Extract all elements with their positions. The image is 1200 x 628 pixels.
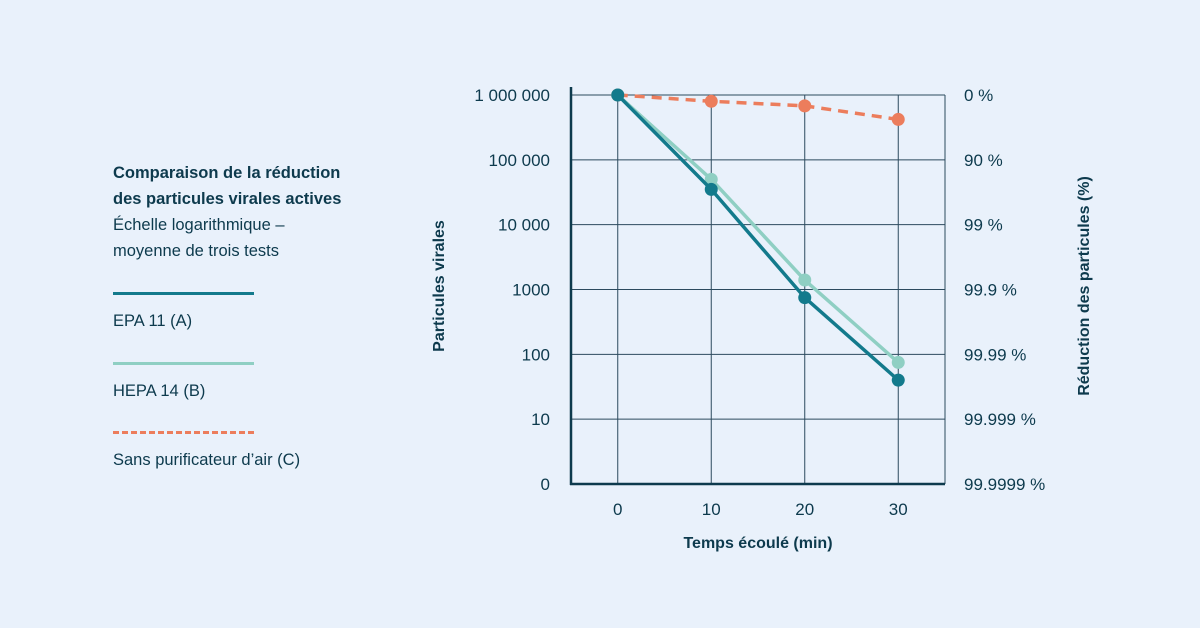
series-line-0 xyxy=(616,93,900,382)
legend-label-epa11: EPA 11 (A) xyxy=(113,312,193,330)
legend-swatch-epa11 xyxy=(113,292,254,295)
y-axis-title: Particules virales xyxy=(431,220,448,352)
y-right-axis-title: Réduction des particules (%) xyxy=(1076,176,1093,396)
legend-title-line1: Comparaison de la réduction xyxy=(113,164,341,182)
data-point-0 xyxy=(891,373,905,387)
legend-label-no-purifier: Sans purificateur d’air (C) xyxy=(113,451,301,469)
y-right-tick-label: 99.9 % xyxy=(964,281,1017,300)
y-right-tick-label: 99 % xyxy=(964,216,1003,235)
y-right-tick-label: 99.999 % xyxy=(964,410,1036,429)
y-right-tick-label: 99.9999 % xyxy=(964,475,1045,494)
series-line-1 xyxy=(616,93,900,365)
legend-item-hepa14: HEPA 14 (B) xyxy=(113,362,254,401)
data-point-1 xyxy=(798,273,812,287)
axes xyxy=(569,87,945,486)
legend-swatch-no-purifier xyxy=(113,431,254,434)
x-tick-label: 0 xyxy=(613,500,622,519)
grid xyxy=(571,94,946,484)
data-point-2 xyxy=(891,112,905,126)
y-right-tick-label: 90 % xyxy=(964,151,1003,170)
y-tick-label: 0 xyxy=(541,475,550,494)
data-point-0 xyxy=(611,88,625,102)
y-tick-label: 100 000 xyxy=(489,151,550,170)
data-point-0 xyxy=(798,291,812,305)
legend-subtitle-line2: moyenne de trois tests xyxy=(113,242,279,260)
x-tick-label: 10 xyxy=(702,500,721,519)
data-point-2 xyxy=(798,99,812,113)
y-tick-label: 1 000 000 xyxy=(474,86,550,105)
x-tick-label: 20 xyxy=(795,500,814,519)
y-tick-label: 10 000 xyxy=(498,216,550,235)
legend-label-hepa14: HEPA 14 (B) xyxy=(113,382,206,400)
data-point-2 xyxy=(704,94,718,108)
series-layer xyxy=(611,88,905,387)
legend-panel: Comparaison de la réduction des particul… xyxy=(113,160,413,264)
legend-subtitle-line1: Échelle logarithmique – xyxy=(113,216,285,234)
x-axis-title: Temps écoulé (min) xyxy=(683,535,832,552)
series-line-2 xyxy=(617,93,899,122)
y-right-tick-label: 0 % xyxy=(964,86,993,105)
data-point-1 xyxy=(704,172,718,186)
legend-swatch-hepa14 xyxy=(113,362,254,365)
y-right-tick-label: 99.99 % xyxy=(964,345,1026,364)
y-tick-label: 1000 xyxy=(512,281,550,300)
legend-item-epa11: EPA 11 (A) xyxy=(113,292,254,331)
y-tick-label: 10 xyxy=(531,410,550,429)
data-point-1 xyxy=(891,355,905,369)
y-tick-label: 100 xyxy=(522,345,550,364)
legend-item-no-purifier: Sans purificateur d’air (C) xyxy=(113,431,300,470)
x-tick-label: 30 xyxy=(889,500,908,519)
legend-title-line2: des particules virales actives xyxy=(113,190,342,208)
data-point-0 xyxy=(704,182,718,196)
